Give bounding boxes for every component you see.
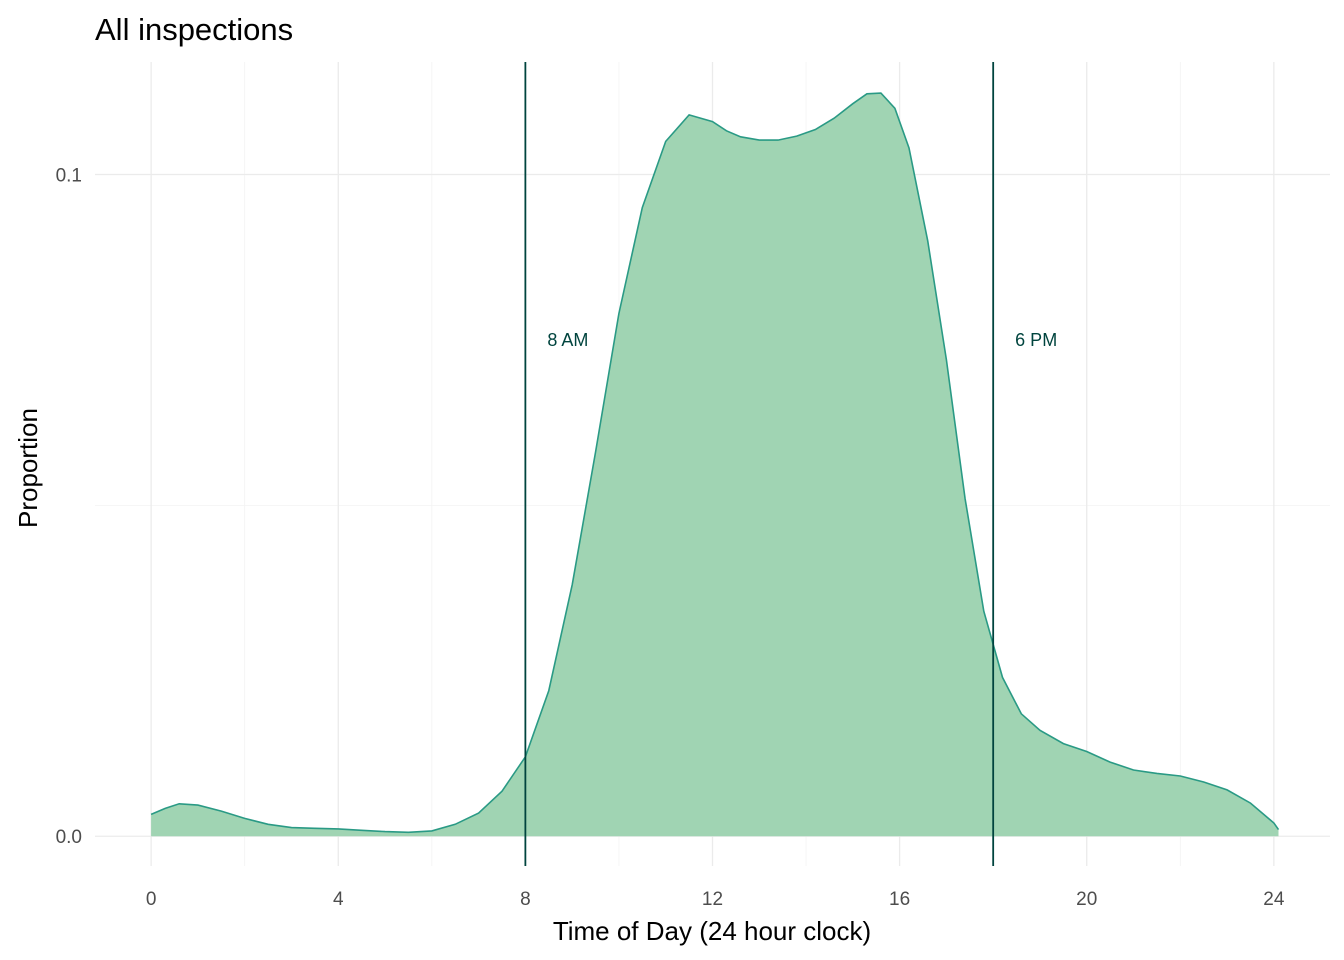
- x-axis-title: Time of Day (24 hour clock): [553, 916, 871, 946]
- x-tick-label: 0: [146, 889, 157, 910]
- y-tick-label: 0.1: [56, 165, 82, 186]
- reference-lines: 8 AM 6 PM: [524, 62, 1057, 866]
- density-fill: [151, 93, 1279, 837]
- chart-title: All inspections: [95, 12, 293, 47]
- x-tick-label: 4: [333, 889, 344, 910]
- density-area: [150, 92, 1280, 837]
- x-tick-label: 12: [702, 889, 723, 910]
- y-axis-title: Proportion: [13, 408, 43, 528]
- y-tick-label: 0.0: [56, 827, 82, 848]
- x-tick-label: 24: [1263, 889, 1285, 910]
- axis-tick-labels: 0 4 8 12 16 20 24 0.0 0.1: [56, 165, 1285, 910]
- reference-line-label: 6 PM: [1015, 330, 1057, 350]
- density-line: [150, 92, 1280, 834]
- x-tick-label: 8: [520, 889, 531, 910]
- x-tick-label: 16: [889, 889, 910, 910]
- x-tick-label: 20: [1076, 889, 1097, 910]
- reference-line-label: 8 AM: [547, 330, 588, 350]
